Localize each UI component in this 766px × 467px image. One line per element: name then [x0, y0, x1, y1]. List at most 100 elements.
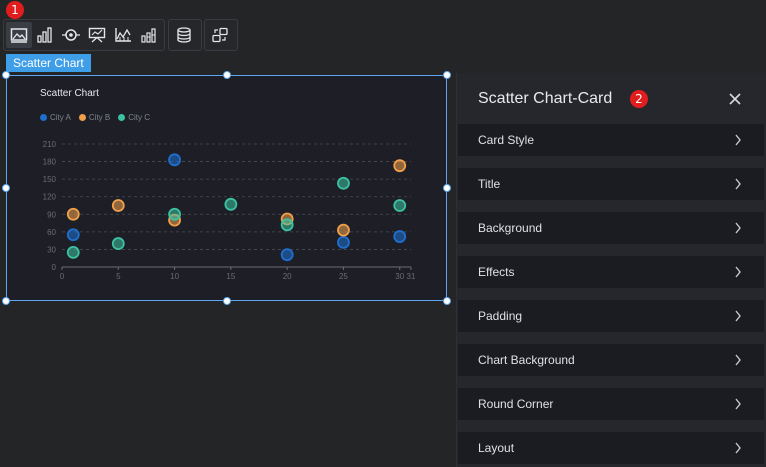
data-point-city-a — [168, 153, 181, 167]
panel-row-chart-background[interactable]: Chart Background — [458, 344, 764, 376]
image-icon — [10, 28, 28, 43]
data-point-city-b — [111, 199, 125, 212]
legend-label: City B — [88, 113, 111, 122]
y-tick-label: 30 — [47, 245, 56, 254]
panel-row-layout[interactable]: Layout — [458, 432, 764, 464]
data-point-city-c — [224, 197, 238, 211]
chevron-right-icon — [735, 398, 741, 410]
y-tick-label: 210 — [43, 140, 57, 149]
stacked-bar-icon — [141, 28, 156, 43]
resize-handle-left[interactable] — [2, 184, 10, 192]
legend-label: City A — [50, 113, 71, 122]
panel-row-padding[interactable]: Padding — [458, 300, 764, 332]
legend-marker — [78, 114, 86, 121]
scatter-chart-card[interactable]: Scatter Chart City A City B City C 0 30 60… — [6, 75, 447, 301]
legend-item-city-c[interactable]: City C — [118, 113, 150, 122]
selected-component-tag[interactable]: Scatter Chart — [6, 54, 91, 72]
panel-row-background[interactable]: Background — [458, 212, 764, 244]
panel-row-label: Round Corner — [478, 397, 554, 411]
chevron-right-icon — [735, 222, 741, 234]
panel-title: Scatter Chart-Card — [478, 90, 613, 107]
data-point-city-b — [337, 223, 350, 237]
panel-row-label: Effects — [478, 265, 515, 279]
legend-marker — [40, 114, 47, 121]
presentation-icon — [88, 27, 106, 43]
panel-row-card-style[interactable]: Card Style — [458, 124, 764, 156]
bar-chart-icon — [37, 27, 52, 43]
panel-row-label: Chart Background — [478, 353, 575, 367]
x-tick-label: 25 — [339, 272, 348, 281]
chevron-right-icon — [735, 442, 741, 454]
x-tick-label: 30 — [395, 272, 404, 281]
data-point-city-c — [393, 199, 407, 212]
data-point-city-b — [66, 207, 80, 221]
chart-type-group — [3, 19, 165, 51]
annotation-marker-1: 1 — [6, 1, 24, 19]
data-group — [168, 19, 202, 51]
x-tick-label: 0 — [60, 272, 65, 281]
panel-row-effects[interactable]: Effects — [458, 256, 764, 288]
panel-row-label: Background — [478, 221, 543, 235]
panel-row-label: Padding — [478, 309, 523, 323]
y-tick-label: 150 — [43, 175, 57, 184]
line-chart-button[interactable] — [110, 22, 136, 48]
data-point-city-a — [393, 230, 407, 243]
y-tick-label: 120 — [43, 193, 57, 202]
data-point-city-c — [111, 237, 125, 250]
x-tick-label: 31 — [407, 272, 416, 281]
resize-handle-bottom-right[interactable] — [443, 297, 451, 305]
chevron-right-icon — [735, 310, 741, 322]
data-point-city-c — [280, 218, 294, 232]
chevron-right-icon — [735, 354, 741, 366]
resize-handle-top-left[interactable] — [2, 71, 10, 79]
chevron-right-icon — [735, 178, 741, 190]
data-point-city-a — [337, 235, 350, 249]
database-icon — [177, 27, 191, 43]
panel-row-label: Card Style — [478, 133, 535, 147]
panel-row-label: Title — [478, 177, 501, 191]
panel-row-title[interactable]: Title — [458, 168, 764, 200]
legend-item-city-b[interactable]: City B — [78, 113, 111, 122]
interaction-group — [204, 19, 238, 51]
resize-handle-bottom-left[interactable] — [2, 297, 10, 305]
data-point-city-a — [66, 228, 80, 242]
chart-title: Scatter Chart — [40, 88, 99, 99]
x-tick-label: 15 — [226, 272, 235, 281]
line-chart-icon — [115, 28, 131, 42]
chevron-right-icon — [735, 134, 741, 146]
resize-handle-bottom[interactable] — [223, 297, 231, 305]
y-tick-label: 60 — [47, 228, 56, 237]
x-tick-label: 5 — [116, 272, 121, 281]
chart-legend: City A City B City C — [40, 113, 150, 122]
data-point-city-b — [393, 159, 407, 173]
data-point-city-c — [168, 207, 181, 221]
panel-row-label: Layout — [478, 441, 515, 455]
stacked-bar-button[interactable] — [136, 22, 162, 48]
image-chart-button[interactable] — [6, 22, 32, 48]
resize-handle-right[interactable] — [443, 184, 451, 192]
resize-handle-top[interactable] — [223, 71, 231, 79]
legend-item-city-a[interactable]: City A — [40, 113, 71, 122]
close-icon[interactable] — [728, 92, 742, 106]
link-swap-icon — [212, 27, 228, 43]
resize-handle-top-right[interactable] — [443, 71, 451, 79]
data-point-city-c — [337, 176, 350, 190]
data-source-button[interactable] — [171, 22, 197, 48]
y-tick-label: 90 — [47, 210, 56, 219]
y-tick-label: 0 — [52, 263, 57, 272]
presentation-button[interactable] — [84, 22, 110, 48]
x-tick-label: 10 — [170, 272, 179, 281]
x-tick-label: 20 — [283, 272, 292, 281]
legend-label: City C — [128, 113, 151, 122]
interaction-button[interactable] — [207, 22, 233, 48]
panel-row-round-corner[interactable]: Round Corner — [458, 388, 764, 420]
chevron-right-icon — [735, 266, 741, 278]
radio-target-icon — [62, 29, 80, 41]
annotation-marker-2: 2 — [630, 90, 648, 108]
data-point-city-c — [66, 245, 80, 259]
bar-chart-button[interactable] — [32, 22, 58, 48]
target-button[interactable] — [58, 22, 84, 48]
data-point-city-a — [280, 248, 294, 262]
y-tick-label: 180 — [43, 158, 57, 167]
